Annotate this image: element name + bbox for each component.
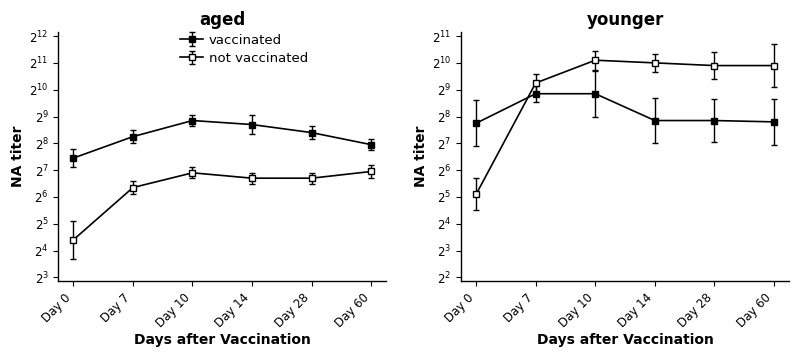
- Y-axis label: NA titer: NA titer: [414, 126, 428, 188]
- Y-axis label: NA titer: NA titer: [11, 126, 25, 188]
- X-axis label: Days after Vaccination: Days after Vaccination: [537, 333, 714, 347]
- Title: younger: younger: [586, 11, 664, 29]
- Legend: vaccinated, not vaccinated: vaccinated, not vaccinated: [180, 34, 308, 65]
- X-axis label: Days after Vaccination: Days after Vaccination: [134, 333, 310, 347]
- Title: aged: aged: [199, 11, 246, 29]
